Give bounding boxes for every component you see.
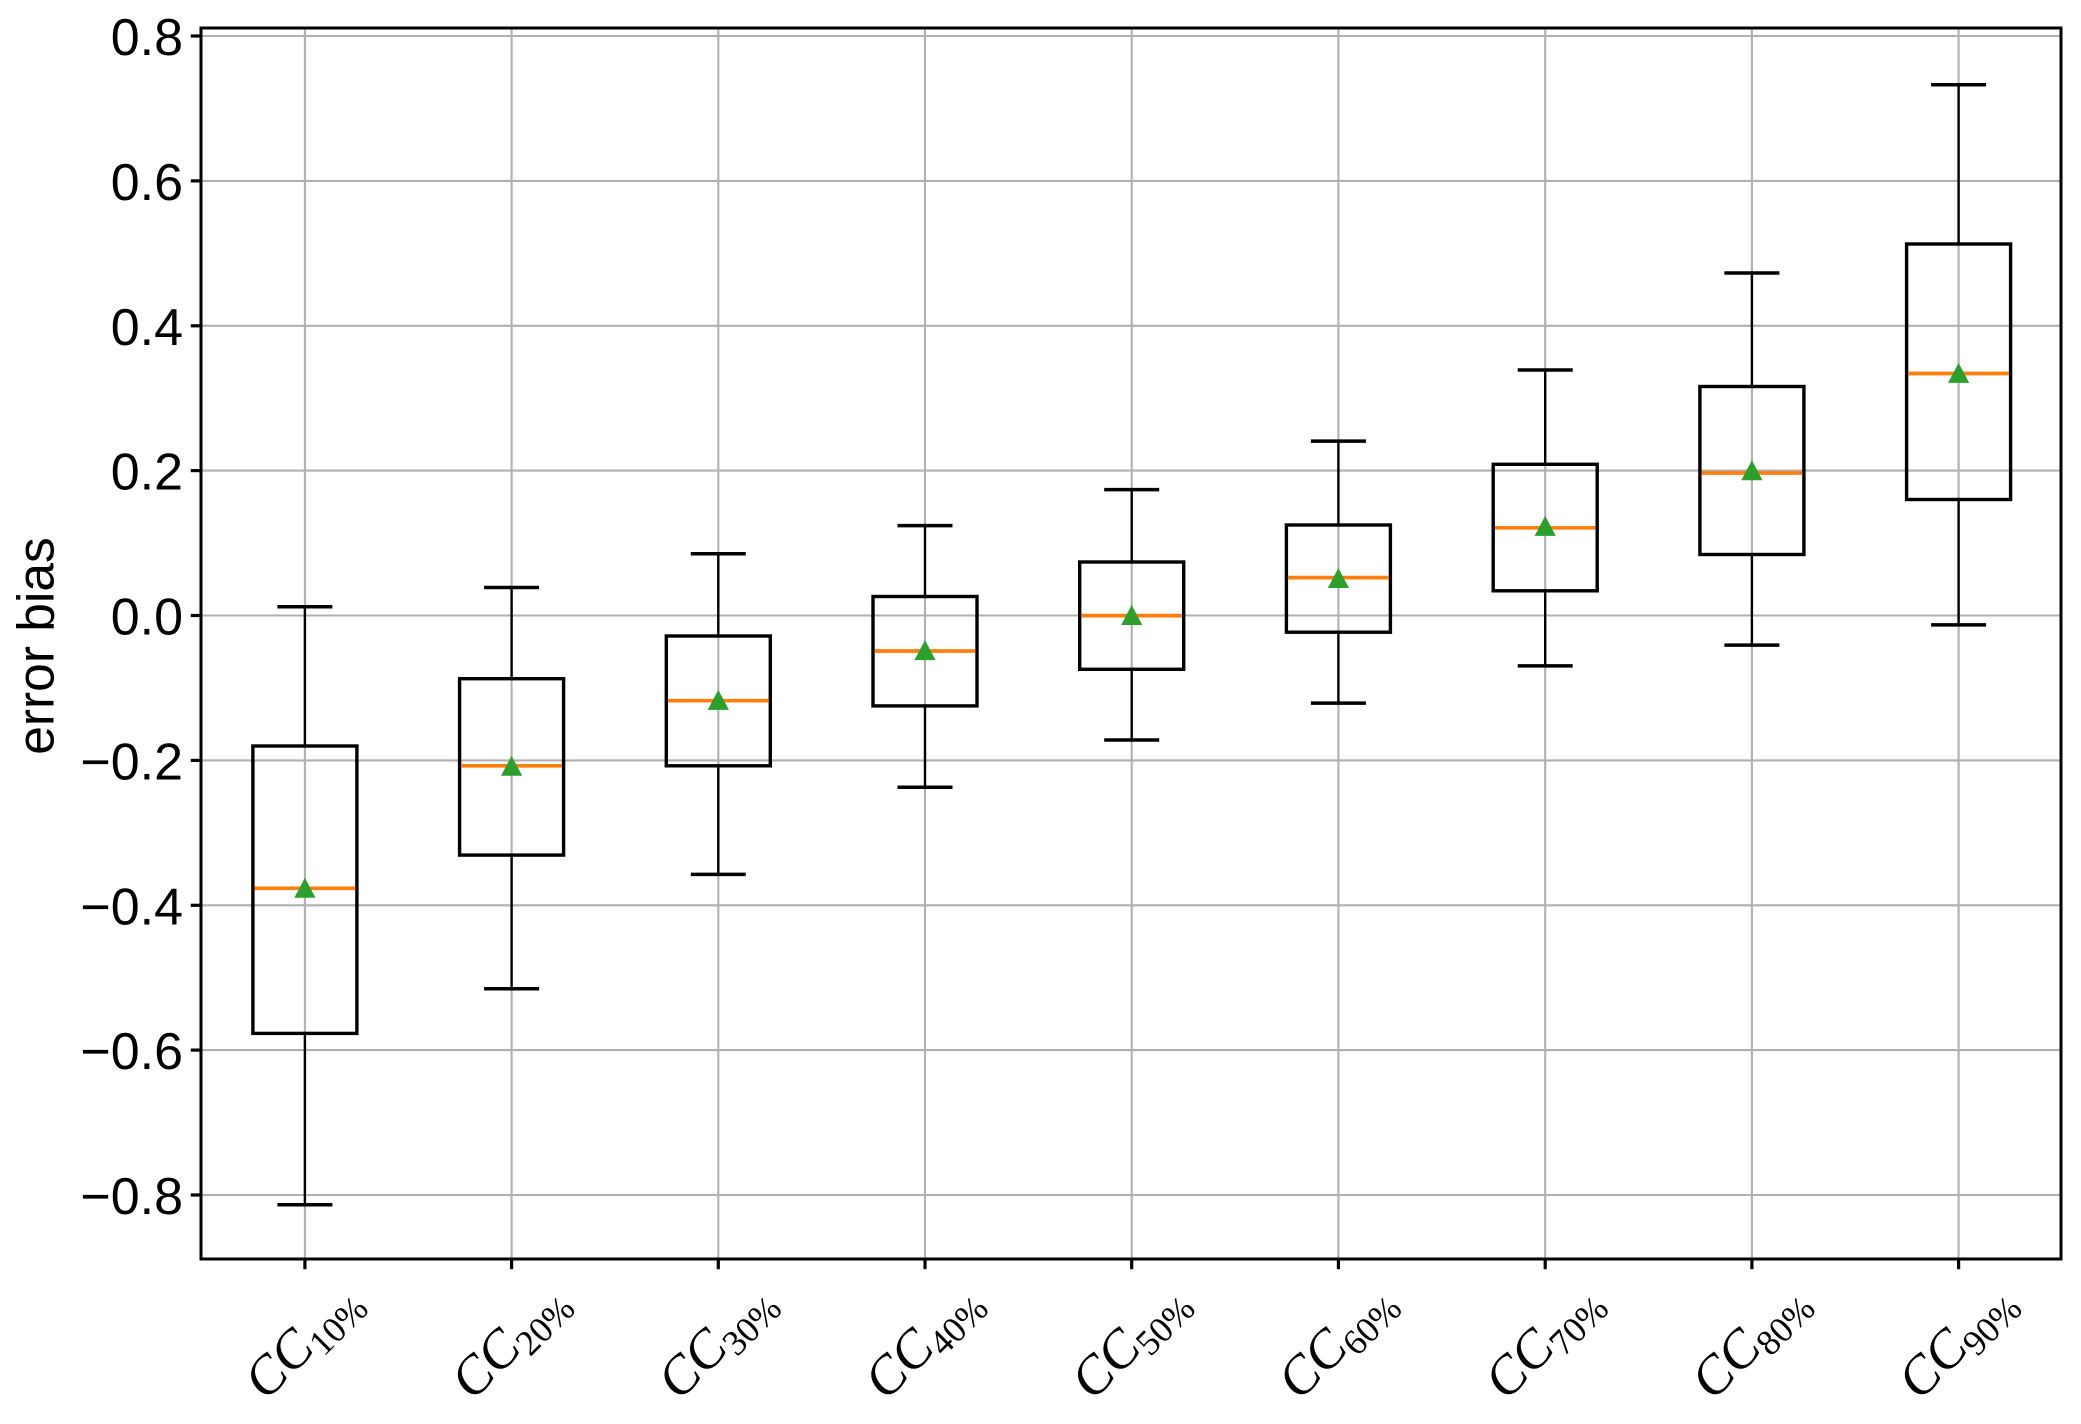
- svg-text:0.8: 0.8: [111, 9, 183, 67]
- svg-text:−0.6: −0.6: [80, 1023, 183, 1081]
- svg-text:0.6: 0.6: [111, 154, 183, 212]
- svg-text:error bias: error bias: [7, 537, 65, 755]
- svg-text:0.4: 0.4: [111, 299, 183, 357]
- svg-text:−0.2: −0.2: [80, 733, 183, 791]
- svg-text:0.2: 0.2: [111, 444, 183, 502]
- svg-text:0.0: 0.0: [111, 589, 183, 647]
- svg-text:−0.8: −0.8: [80, 1168, 183, 1226]
- svg-text:−0.4: −0.4: [80, 878, 183, 936]
